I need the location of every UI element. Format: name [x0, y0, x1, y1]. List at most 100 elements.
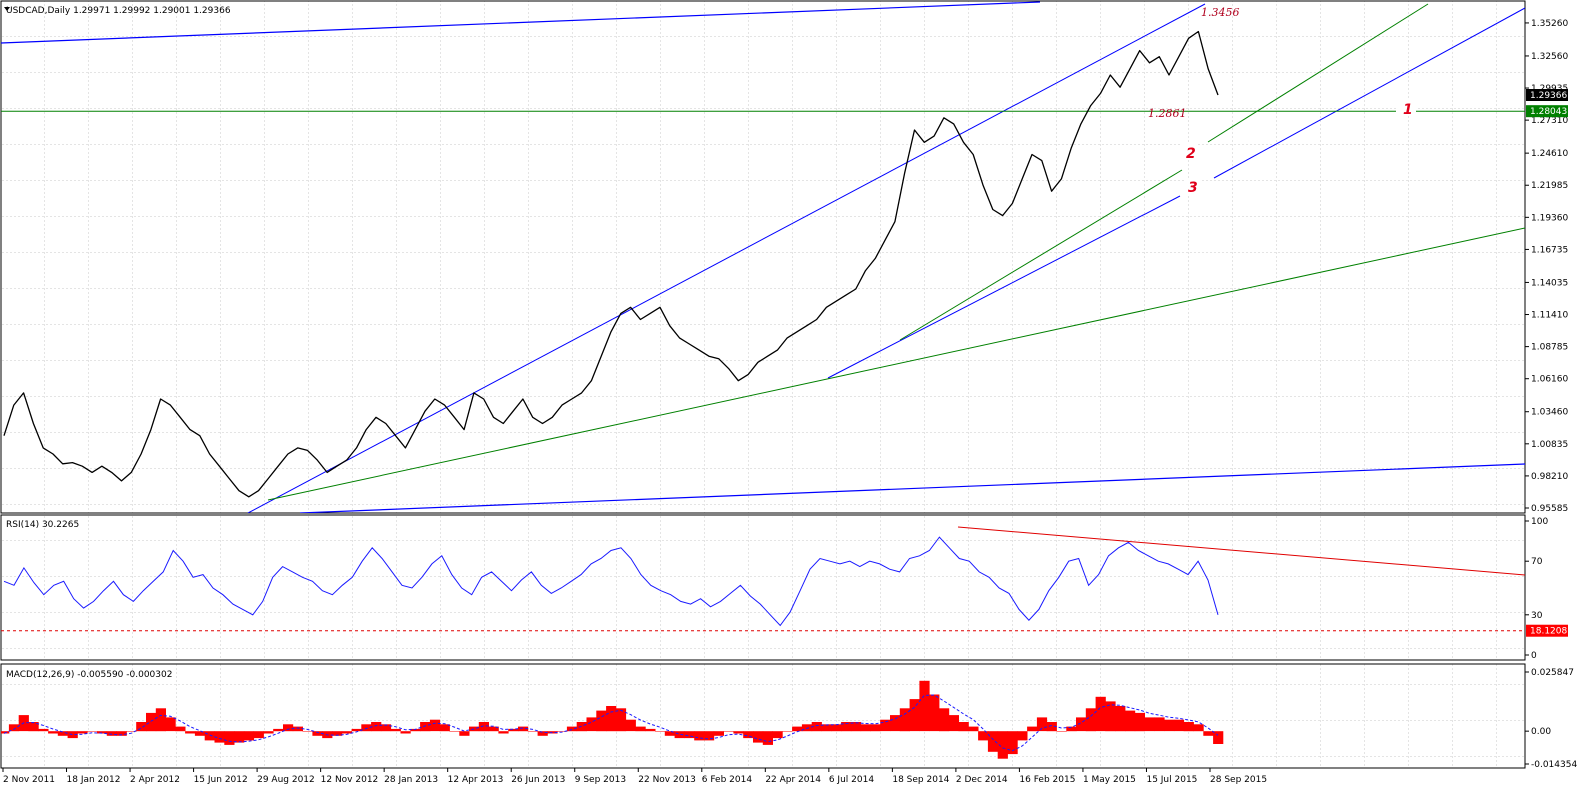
macd-bar [1036, 717, 1048, 732]
macd-bar [801, 724, 813, 732]
rsi-divergence-line[interactable] [957, 526, 1525, 576]
macd-bar [596, 710, 607, 732]
macd-bar [1017, 731, 1028, 741]
macd-bar [664, 731, 675, 736]
time-tick: 12 Nov 2012 [320, 768, 378, 785]
macd-bar [146, 712, 157, 732]
macd-bar [136, 722, 147, 732]
macd-bar [1154, 717, 1165, 732]
price-tick: 1.03460 [1525, 408, 1568, 418]
channel-bottom-line[interactable] [299, 463, 1525, 513]
svg-text:1.29366: 1.29366 [1530, 91, 1567, 101]
macd-bar [508, 728, 519, 732]
channel-top-line[interactable] [1, 1, 1041, 44]
macd-bar [1193, 724, 1204, 732]
macd-bar [625, 719, 636, 732]
svg-text:0.025847: 0.025847 [1531, 668, 1574, 678]
svg-text:1.27310: 1.27310 [1531, 116, 1568, 126]
svg-text:28 Jan 2013: 28 Jan 2013 [384, 775, 438, 785]
time-tick: 15 Jun 2012 [193, 768, 248, 785]
macd-tick: 0.025847 [1525, 668, 1574, 678]
macd-bar [1095, 696, 1106, 732]
macd-bar [1183, 722, 1194, 732]
time-tick: 26 Jun 2013 [510, 768, 565, 785]
macd-bar [1056, 731, 1067, 732]
svg-text:0: 0 [1531, 651, 1537, 661]
price-tick: 1.16735 [1525, 245, 1568, 255]
macd-bar [429, 719, 441, 732]
time-tick: 2 Dec 2014 [955, 768, 1008, 785]
macd-bar [968, 726, 979, 732]
svg-text:2 Dec 2014: 2 Dec 2014 [956, 775, 1008, 785]
macd-bar [1164, 719, 1175, 732]
macd-bar [978, 731, 989, 741]
main-panel[interactable] [0, 0, 1526, 514]
trendline-2-green[interactable] [899, 169, 1183, 341]
annotation-low: 1.2861 [1148, 107, 1187, 120]
macd-bar [194, 731, 206, 736]
macd-bar [175, 726, 186, 732]
macd-bar [987, 731, 999, 752]
dropdown-triangle-icon[interactable] [4, 7, 10, 11]
svg-text:26 Jun 2013: 26 Jun 2013 [511, 775, 565, 785]
trendline-upper-blue[interactable] [247, 3, 1206, 513]
macd-bar [1213, 731, 1224, 744]
macd-bar [557, 731, 568, 732]
macd-bar [713, 731, 724, 736]
macd-bar [860, 724, 871, 732]
macd-bar [253, 731, 264, 739]
macd-bar [929, 694, 940, 732]
time-tick: 9 Sep 2013 [574, 768, 626, 785]
macd-bar [723, 731, 734, 732]
macd-bar [449, 731, 460, 732]
svg-text:1.11410: 1.11410 [1531, 311, 1568, 321]
svg-text:18 Jan 2012: 18 Jan 2012 [67, 775, 121, 785]
svg-text:1.21985: 1.21985 [1531, 181, 1568, 191]
annotation-high: 1.3456 [1201, 6, 1240, 19]
macd-bar [743, 731, 754, 739]
price-tick: 1.24610 [1525, 149, 1568, 159]
label-2-bg [1182, 144, 1198, 160]
macd-bar [1007, 731, 1018, 755]
macd-bar [8, 724, 20, 732]
macd-bar [1115, 706, 1126, 732]
macd-bar [439, 724, 450, 732]
macd-bar [635, 726, 646, 732]
macd-bar [850, 722, 862, 732]
macd-bar [606, 706, 617, 732]
macd-bar [997, 731, 1008, 759]
macd-panel[interactable] [0, 663, 1526, 769]
macd-bar [870, 724, 881, 732]
macd-bar [57, 731, 68, 736]
macd-bar [684, 731, 695, 739]
macd-bar [939, 708, 950, 732]
macd-bar [1105, 701, 1116, 732]
macd-bar [753, 731, 764, 743]
macd-bar [204, 731, 215, 741]
svg-text:15 Jun 2012: 15 Jun 2012 [194, 775, 248, 785]
macd-bar [283, 724, 294, 732]
macd-bar [488, 726, 499, 732]
trendline-3-blue[interactable] [827, 195, 1181, 379]
time-tick: 6 Jul 2014 [828, 768, 874, 785]
price-tick: 0.98210 [1525, 472, 1568, 482]
time-tick: 1 May 2015 [1082, 768, 1136, 785]
macd-bar [537, 731, 548, 736]
trendline-3-blue-ext[interactable] [1213, 7, 1525, 179]
macd-bar [234, 731, 245, 743]
macd-bar [566, 726, 578, 732]
macd-bar [1085, 708, 1096, 732]
svg-text:70: 70 [1531, 557, 1543, 567]
trendline-long-green[interactable] [267, 227, 1525, 501]
time-tick: 15 Jul 2015 [1145, 768, 1197, 785]
svg-text:1.35260: 1.35260 [1531, 19, 1568, 29]
trendline-2-green-ext[interactable] [1207, 3, 1429, 143]
rsi-panel[interactable] [0, 514, 1526, 661]
time-tick: 6 Feb 2014 [701, 768, 752, 785]
macd-bar [263, 731, 274, 734]
macd-bar [899, 708, 910, 732]
label-1-bg [1396, 100, 1416, 116]
svg-text:1.16735: 1.16735 [1531, 245, 1568, 255]
macd-bar [890, 715, 901, 732]
